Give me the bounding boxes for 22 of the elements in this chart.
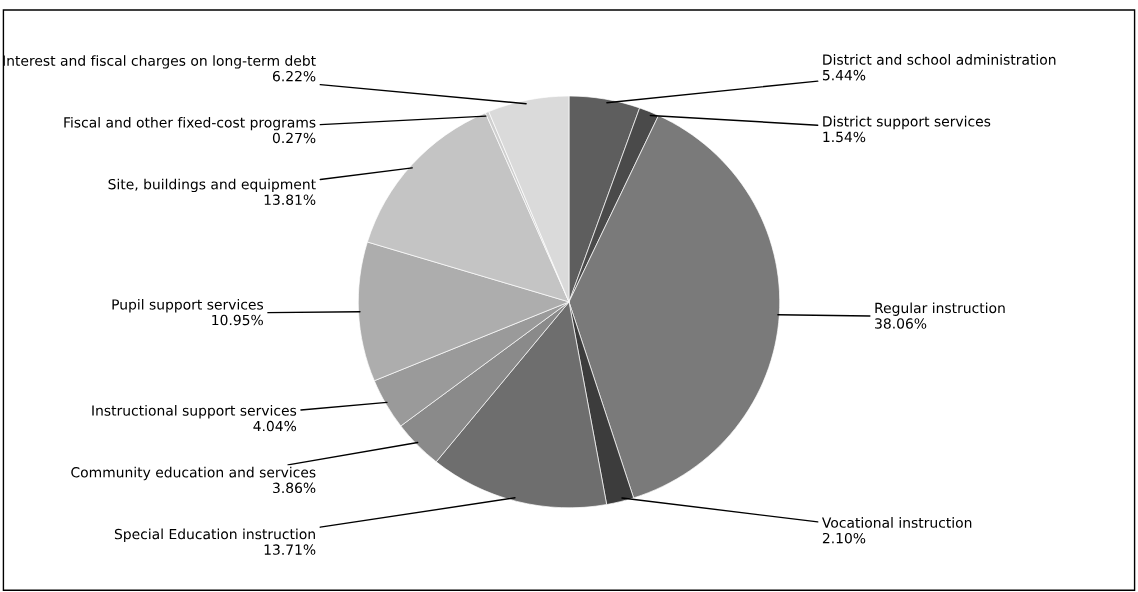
slice-label: Regular instruction <box>875 302 1005 316</box>
slice-label: Interest and fiscal charges on long-term debt <box>3 55 316 69</box>
data-label: 2.10% <box>822 532 866 544</box>
data-label: 10.95% <box>212 314 263 326</box>
data-label: 4.04% <box>253 420 297 432</box>
data-label: 0.27% <box>272 132 316 144</box>
slice-label: Pupil support services <box>112 298 264 313</box>
slice-label: Fiscal and other fixed-cost programs <box>64 116 316 131</box>
slice-label: District support services <box>823 115 991 130</box>
slice-label: Site, buildings and equipment <box>108 178 316 193</box>
slice-label: Vocational instruction <box>822 517 972 528</box>
slice-label: Special Education instruction <box>114 528 315 542</box>
data-label: 5.44% <box>822 69 866 81</box>
slice-label: District and school administration <box>823 54 1056 65</box>
data-label: 6.22% <box>272 70 316 82</box>
data-label: 38.06% <box>875 318 927 329</box>
data-label: 3.86% <box>273 482 316 494</box>
data-label: 13.71% <box>264 544 316 555</box>
slice-label: Community education and services <box>71 466 316 481</box>
data-label: 13.81% <box>264 194 316 205</box>
slice-label: Instructional support services <box>92 405 297 419</box>
data-label: 1.54% <box>823 131 866 143</box>
